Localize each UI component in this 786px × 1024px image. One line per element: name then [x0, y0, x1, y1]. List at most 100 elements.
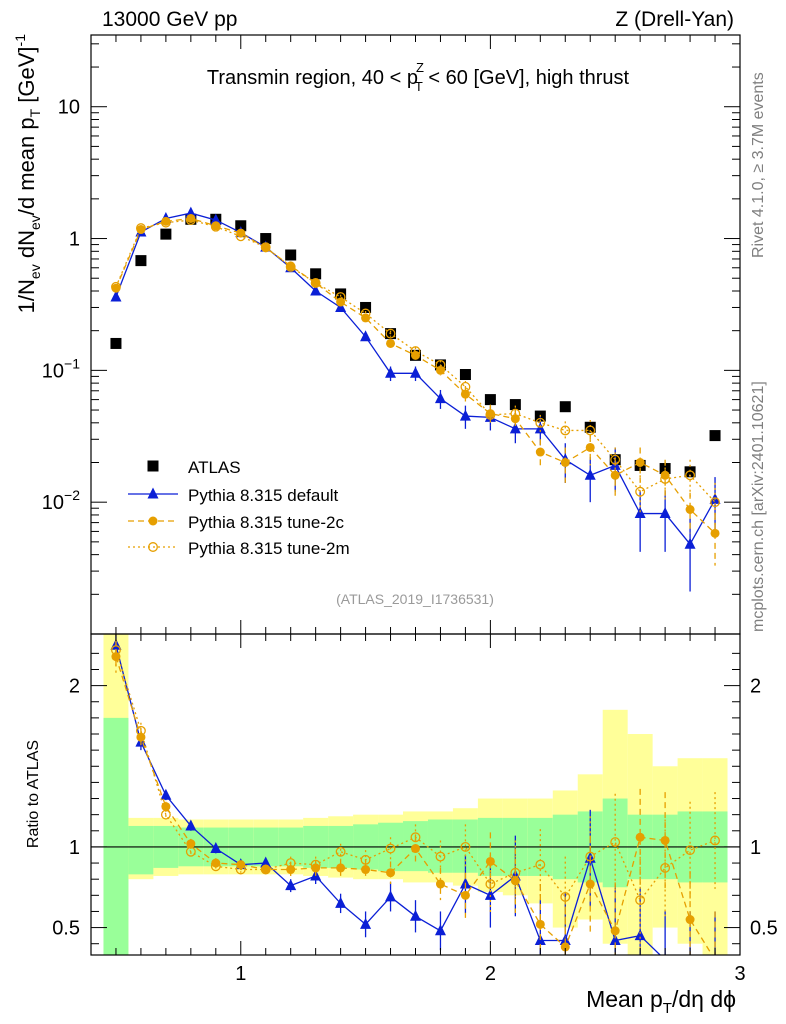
pythia-8-315-tune-2m-point — [460, 381, 471, 392]
pythia-8-315-default-ratio-point — [385, 890, 397, 902]
atlas-point — [110, 337, 122, 349]
pythia-8-315-tune-2m-ratio-point — [360, 854, 371, 865]
pythia-8-315-tune-2m-point — [235, 231, 246, 242]
pythia-8-315-tune-2c-point — [610, 470, 620, 480]
pythia-8-315-default-point — [310, 284, 322, 296]
pythia-8-315-tune-2c-ratio-point — [386, 868, 396, 878]
pythia-8-315-tune-2m-ratio-point — [560, 891, 571, 902]
pythia-8-315-tune-2m-ratio-point — [135, 725, 146, 736]
pythia-8-315-default-point — [634, 507, 646, 519]
atlas-point — [235, 220, 247, 232]
legend-marker-pythia-8-315-tune-2m — [148, 542, 158, 552]
pythia-8-315-tune-2m-ratio-point — [435, 851, 446, 862]
pythia-8-315-tune-2c-ratio-point — [336, 863, 346, 873]
pythia-8-315-tune-2m-ratio-point — [310, 859, 321, 870]
atlas-point — [484, 394, 496, 406]
pythia-8-315-tune-2c-point — [710, 528, 720, 538]
pythia-8-315-tune-2m-ratio-point — [410, 832, 421, 843]
pythia-8-315-default-ratio-point — [360, 917, 372, 929]
pythia-8-315-tune-2m-point — [260, 242, 271, 253]
pythia-8-315-tune-2m-point — [410, 346, 421, 357]
pythia-8-315-default-point — [385, 366, 397, 378]
pythia-8-315-tune-2c-ratio-point — [711, 955, 720, 964]
ratio-y-tick-label-right: 1 — [750, 837, 761, 859]
pythia-8-315-tune-2m-point — [635, 486, 646, 497]
pythia-8-315-default-ratio-point — [634, 929, 646, 941]
pythia-8-315-default-point — [110, 290, 122, 302]
legend-label-pythia-8-315-tune-2c: Pythia 8.315 tune-2c — [188, 513, 344, 532]
pythia-8-315-tune-2c-point — [386, 338, 396, 348]
x-tick-label: 3 — [734, 963, 745, 985]
atlas-point — [260, 233, 272, 245]
ratio-y-tick-label: 0.5 — [52, 918, 80, 940]
pythia-8-315-tune-2m-ratio-point — [635, 895, 646, 906]
pythia-8-315-default-ratio-point — [185, 819, 197, 831]
pythia-8-315-tune-2m-point — [360, 308, 371, 319]
ratio-band-inner — [103, 717, 129, 955]
pythia-8-315-tune-2m-point — [510, 408, 521, 419]
atlas-point — [360, 301, 372, 313]
axes: 1 2 3 10 1 10−1 10−2 0.5 0.5 1 1 2 2 — [42, 34, 778, 985]
pythia-8-315-tune-2c-ratio-point — [535, 919, 545, 929]
pythia-8-315-default-point — [210, 213, 222, 225]
pythia-8-315-tune-2m-ratio-point — [235, 864, 246, 875]
pythia-8-315-tune-2m-line — [115, 219, 716, 503]
pythia-8-315-default-ratio-point — [260, 856, 272, 868]
pythia-8-315-tune-2c-ratio-point — [635, 832, 645, 842]
pythia-8-315-tune-2m-ratio-point — [185, 846, 196, 857]
pythia-8-315-tune-2m-ratio-point — [111, 645, 121, 656]
atlas-point — [509, 399, 521, 411]
atlas-point — [584, 421, 596, 433]
process-label: Z (Drell-Yan) — [615, 8, 734, 31]
pythia-8-315-tune-2c-point — [460, 389, 470, 399]
pythia-8-315-tune-2c-point — [535, 447, 545, 457]
pythia-8-315-default-point — [185, 206, 197, 218]
pythia-8-315-default-ratio-point — [285, 879, 297, 891]
pythia-8-315-tune-2m-ratio-line — [115, 649, 716, 902]
pythia-8-315-tune-2m-point — [385, 328, 396, 339]
pythia-8-315-default-point — [509, 422, 521, 434]
y-axis-label: 1/Nev dNev/d mean pT [GeV]-1 — [12, 34, 43, 314]
pythia-8-315-tune-2m-point — [560, 425, 571, 436]
pythia-8-315-tune-2m-point — [710, 497, 720, 508]
pythia-8-315-tune-2c-ratio-point — [186, 839, 196, 849]
pythia-8-315-tune-2m-ratio-point — [260, 864, 271, 875]
ratio-y-tick-label-right: 0.5 — [750, 918, 778, 940]
ratio-plot-area — [91, 634, 740, 964]
legend-label-atlas: ATLAS — [188, 458, 241, 477]
pythia-8-315-tune-2m-ratio-point — [460, 841, 471, 852]
legend-label-pythia-8-315-tune-2m: Pythia 8.315 tune-2m — [188, 539, 350, 558]
pythia-8-315-tune-2m-ratio-point — [510, 867, 521, 878]
pythia-8-315-tune-2m-point — [610, 454, 621, 465]
pythia-8-315-tune-2m-point — [535, 417, 546, 428]
pythia-8-315-tune-2c-point — [685, 504, 695, 514]
y-tick-label: 10 — [58, 97, 80, 119]
pythia-8-315-tune-2m-point — [585, 425, 596, 436]
pythia-8-315-tune-2c-point — [236, 228, 246, 238]
pythia-8-315-tune-2m-point — [435, 359, 446, 370]
pythia-8-315-tune-2m-point — [135, 223, 146, 234]
atlas-point — [160, 228, 172, 240]
ratio-y-tick-label: 1 — [69, 837, 80, 859]
y-tick-label: 10−2 — [42, 487, 80, 514]
pythia-8-315-tune-2m-point — [185, 215, 196, 226]
pythia-8-315-tune-2m-ratio-point — [285, 858, 296, 869]
ratio-y-tick-label-right: 2 — [750, 676, 761, 698]
pythia-8-315-default-point — [410, 366, 421, 378]
pythia-8-315-tune-2c-point — [560, 457, 570, 467]
pythia-8-315-tune-2m-ratio-point — [685, 845, 696, 856]
pythia-8-315-tune-2m-point — [335, 292, 346, 302]
pythia-8-315-tune-2m-ratio-point — [385, 843, 396, 854]
pythia-8-315-tune-2c-point — [336, 297, 346, 307]
pythia-8-315-tune-2c-ratio-point — [610, 926, 620, 936]
pythia-8-315-default-ratio-point — [434, 924, 446, 936]
pythia-8-315-tune-2m-ratio-point — [710, 835, 720, 846]
atlas-point — [310, 268, 322, 280]
atlas-point — [459, 369, 471, 381]
chart-title: Transmin region, 40 < pZ T < 60 [GeV], hi… — [207, 60, 630, 94]
pythia-8-315-default-point — [459, 409, 471, 421]
ratio-y-axis-label: Ratio to ATLAS — [25, 740, 42, 848]
x-axis-label: Mean pT/dη dϕ — [586, 986, 736, 1017]
atlas-point — [335, 288, 347, 300]
pythia-8-315-tune-2m-ratio-point — [660, 862, 671, 873]
